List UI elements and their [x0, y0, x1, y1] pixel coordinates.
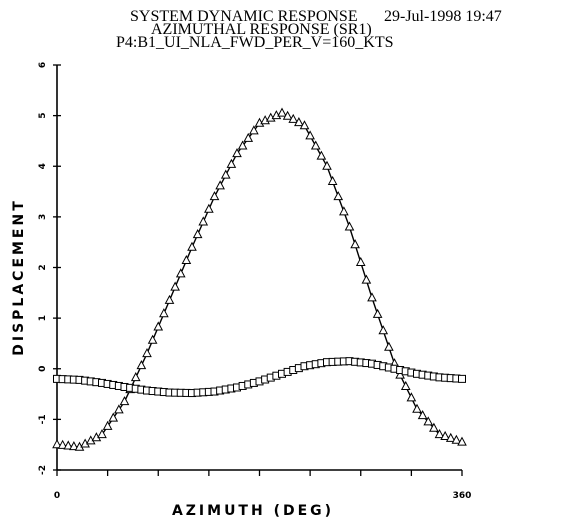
data-point	[310, 140, 321, 150]
data-point	[159, 308, 169, 318]
data-point	[164, 294, 175, 304]
data-point	[327, 175, 338, 185]
data-point	[232, 148, 242, 158]
chart-title-line1: SYSTEM DYNAMIC RESPONSE	[130, 8, 358, 25]
data-point	[305, 130, 315, 140]
data-point	[333, 191, 344, 201]
data-point	[119, 396, 130, 406]
y-tick-label: -1	[38, 414, 48, 424]
data-point	[412, 403, 422, 413]
data-point	[69, 441, 79, 451]
data-series	[52, 107, 467, 451]
data-point	[243, 132, 254, 142]
data-point	[97, 429, 107, 439]
data-point	[451, 434, 462, 444]
data-point	[350, 239, 360, 249]
data-point	[277, 107, 287, 117]
data-point	[457, 436, 467, 446]
chart-title-line2: AZIMUTHAL RESPONSE (SR1)	[151, 21, 372, 38]
y-tick-label: 4	[38, 163, 48, 169]
data-point	[316, 150, 327, 160]
data-point	[108, 412, 119, 422]
data-point	[52, 439, 62, 449]
data-point	[249, 125, 259, 135]
data-point	[57, 439, 68, 449]
series-line	[56, 112, 463, 448]
data-point	[237, 140, 248, 150]
y-tick-label: 5	[38, 112, 48, 118]
y-tick-label: -2	[38, 465, 48, 475]
data-point	[226, 158, 237, 168]
series-triangle	[52, 107, 467, 451]
data-point	[142, 348, 152, 358]
data-point	[181, 254, 192, 265]
data-point	[445, 432, 456, 442]
x-tick-label: 360	[453, 491, 472, 501]
data-point	[434, 429, 445, 439]
data-point	[130, 372, 141, 382]
chart-timestamp: 29-Jul-1998 19:47	[384, 8, 502, 25]
data-point	[299, 120, 310, 130]
data-point	[136, 360, 147, 370]
y-axis-label: DISPLACEMENT	[11, 198, 27, 356]
data-point	[417, 410, 428, 420]
data-point	[153, 321, 164, 331]
data-point	[175, 268, 186, 278]
data-point	[147, 334, 158, 344]
data-point	[344, 221, 355, 231]
data-point	[384, 341, 394, 351]
data-point	[209, 191, 220, 201]
data-point	[198, 216, 209, 226]
data-point	[114, 404, 124, 414]
y-tick-label: 6	[38, 62, 48, 68]
y-tick-label: 1	[38, 315, 48, 321]
data-point	[170, 281, 180, 291]
data-point	[440, 430, 450, 440]
data-point	[63, 440, 74, 450]
data-point	[204, 203, 214, 213]
chart-title-line3: P4:B1_UI_NLA_FWD_PER_V=160_KTS	[116, 34, 394, 51]
data-point	[429, 422, 439, 432]
data-point	[192, 229, 203, 239]
data-point	[102, 420, 113, 430]
data-point	[361, 274, 372, 284]
data-point	[282, 110, 293, 120]
data-point	[406, 392, 417, 402]
data-point	[355, 256, 366, 266]
data-point	[372, 308, 383, 318]
data-point	[378, 325, 389, 335]
data-point	[288, 113, 299, 123]
data-point	[220, 169, 231, 179]
x-axis-label: AZIMUTH (DEG)	[172, 503, 334, 519]
y-tick-label: 3	[38, 214, 48, 220]
y-tick-label: 0	[38, 366, 48, 372]
data-point	[423, 416, 434, 426]
axes: -2 -1 0 1 2 3 4 5 6 0 360	[38, 62, 471, 501]
data-point	[458, 374, 466, 383]
data-point	[294, 117, 304, 127]
series-square	[53, 357, 466, 398]
data-point	[400, 380, 411, 390]
data-point	[367, 292, 377, 302]
x-tick-label: 0	[54, 491, 60, 501]
data-point	[215, 180, 225, 190]
data-point	[339, 206, 349, 216]
y-tick-label: 2	[38, 264, 48, 270]
data-point	[187, 241, 197, 251]
data-point	[322, 160, 332, 170]
